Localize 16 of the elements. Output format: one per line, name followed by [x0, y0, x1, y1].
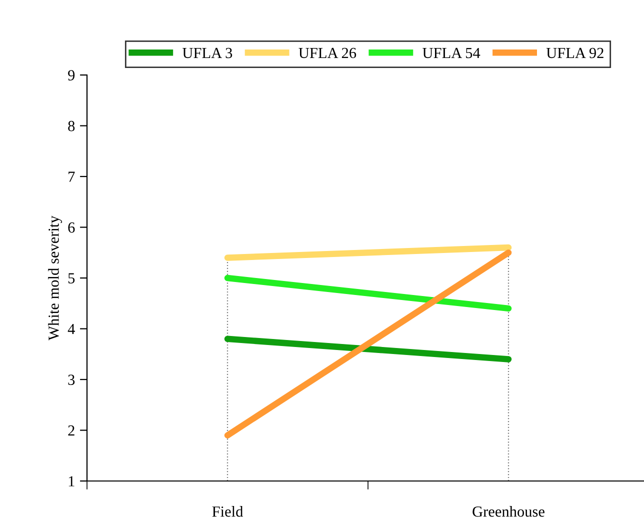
- y-tick-label: 1: [68, 476, 74, 486]
- legend-label: UFLA 26: [298, 48, 356, 58]
- y-tick-label: 2: [68, 425, 74, 436]
- x-tick-label: Greenhouse: [472, 506, 544, 517]
- y-tick-label: 3: [68, 374, 75, 385]
- y-tick-label: 6: [68, 222, 75, 233]
- y-tick-label: 5: [68, 273, 75, 284]
- y-tick-label: 9: [68, 70, 75, 80]
- y-tick-label: 4: [68, 324, 75, 334]
- y-tick-label: 7: [68, 172, 75, 182]
- legend-label: UFLA 54: [422, 48, 480, 58]
- legend-label: UFLA 3: [182, 48, 232, 58]
- y-tick-label: 8: [68, 120, 75, 132]
- legend-label: UFLA 92: [546, 48, 604, 58]
- x-tick-label: Field: [212, 506, 244, 517]
- y-axis-title: White mold severity: [48, 216, 62, 340]
